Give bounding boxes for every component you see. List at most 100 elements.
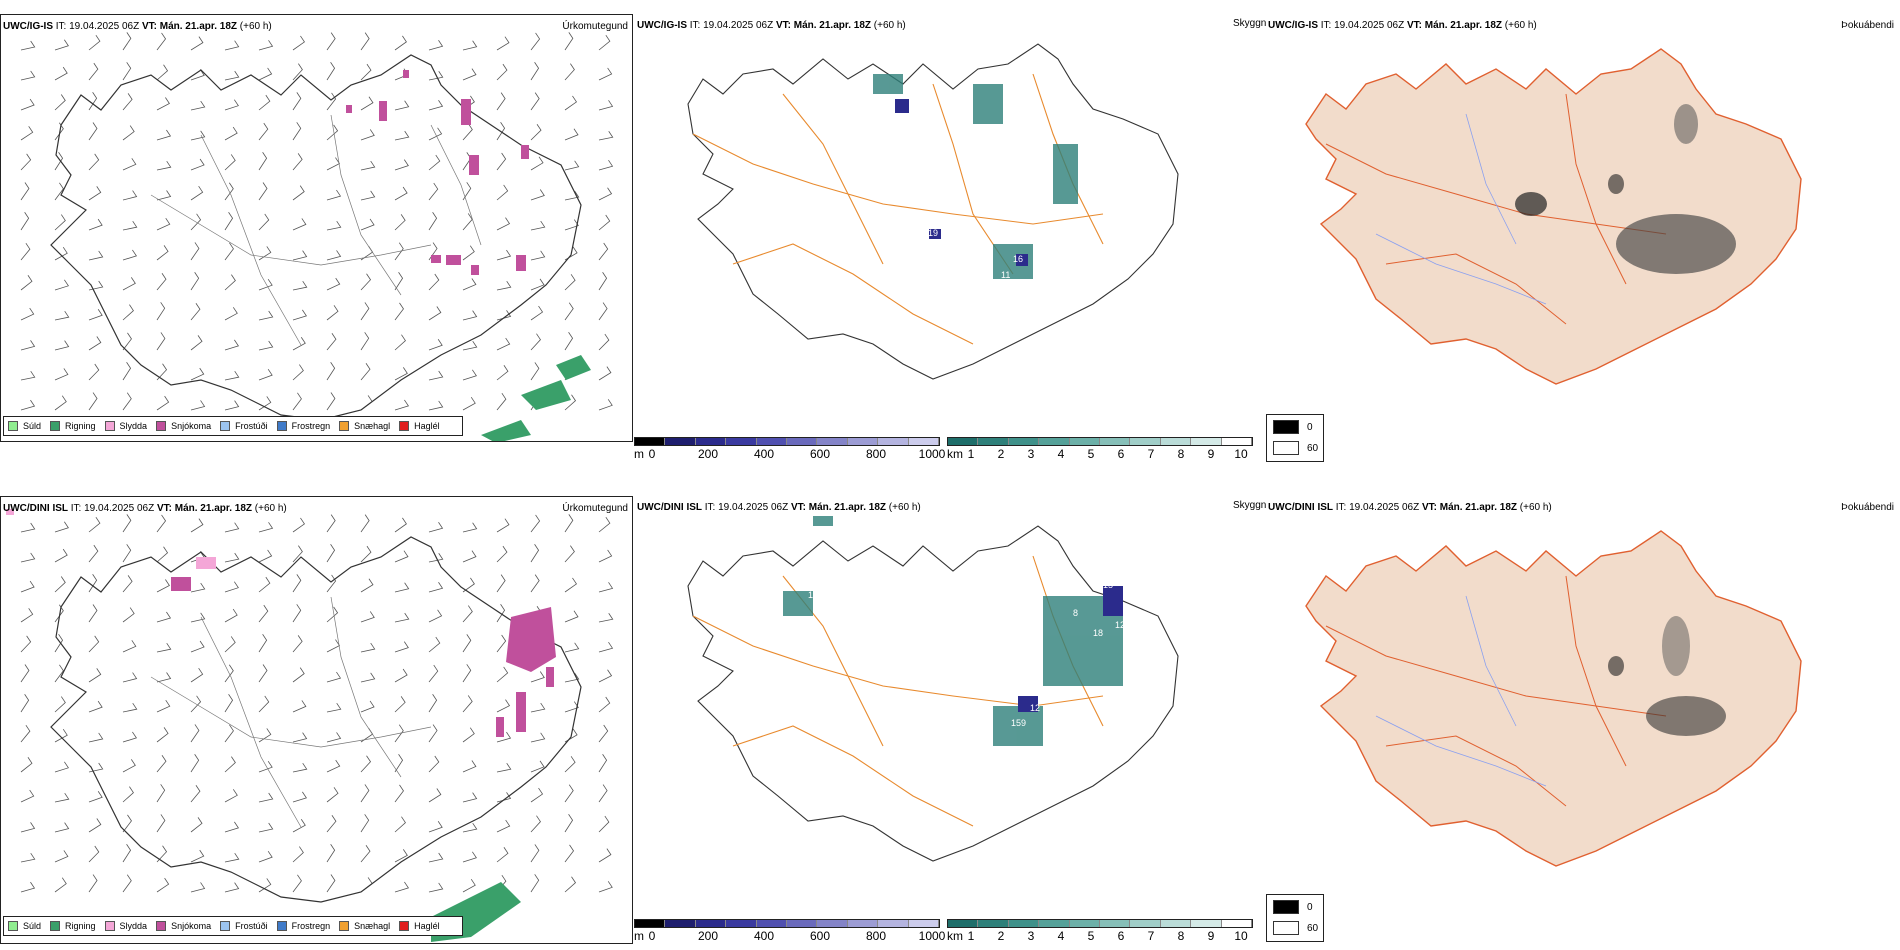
- scale-tick-label: 0: [648, 929, 656, 943]
- legend-label: Rigning: [65, 921, 96, 931]
- legend-swatch: [50, 921, 61, 931]
- scale-tick-label: 3: [1027, 929, 1035, 943]
- legend-swatch: [220, 421, 231, 431]
- legend-swatch: [276, 921, 287, 931]
- scale-tick-label: 3: [1027, 447, 1035, 461]
- legend-label: Snjókoma: [171, 921, 212, 931]
- legend-swatch: [50, 421, 61, 431]
- scale-tick-label: 9: [1207, 929, 1215, 943]
- precip-legend: Súld Rigning Slydda Snjókoma Frostúði Frostre…: [3, 416, 463, 436]
- valid-time-label: VT:: [141, 21, 157, 32]
- init-time: IT: 19.04.2025 06Z: [55, 21, 140, 32]
- ceiling-panel-row1: 48 100 16 19 11 5 UWC/IG-IS IT: 19.04.20…: [633, 14, 1266, 484]
- legend-label: Súld: [23, 921, 42, 931]
- ceiling-labels: 48 100 16 19 11 5: [928, 98, 1069, 280]
- fog-map-row2: [1305, 530, 1802, 867]
- svg-text:48: 48: [953, 98, 963, 108]
- rain-areas: [481, 355, 591, 441]
- ceiling-scale: m 0 200 400 600 800 1000: [634, 919, 945, 947]
- legend-label: Snæhagl: [354, 921, 391, 931]
- scale-tick-label: 4: [1057, 929, 1065, 943]
- legend-swatch: [104, 921, 115, 931]
- fog-panel-row1: UWC/IG-IS IT: 19.04.2025 06Z VT: Mán. 21…: [1266, 14, 1900, 484]
- header-row1-b: UWC/IG-IS IT: 19.04.2025 06Z VT: Mán. 21…: [637, 20, 906, 31]
- svg-text:11: 11: [1001, 270, 1010, 280]
- legend-item: Frostregn: [276, 421, 330, 431]
- legend-swatch: [339, 921, 350, 931]
- scale-tick-label: 200: [697, 447, 719, 461]
- legend-item: Snjókoma: [156, 421, 211, 431]
- legend-item: Súld: [8, 421, 41, 431]
- legend-label: Haglél: [414, 921, 440, 931]
- wind-barbs: [20, 514, 614, 893]
- ceiling-map-row2: 13 15 18 12 8 159 12: [687, 516, 1179, 862]
- coastline: [50, 536, 582, 903]
- header-row1: UWC/IG-IS IT: 19.04.2025 06Z VT: Mán. 21…: [3, 21, 272, 32]
- legend-item: Rigning: [50, 421, 96, 431]
- lead-time: (+60 h): [239, 21, 272, 32]
- legend-swatch: [276, 421, 287, 431]
- scale-tick-label: 1000: [918, 447, 946, 461]
- precip-map-row1: [20, 32, 614, 441]
- scale-tick-label: 6: [1117, 929, 1125, 943]
- visibility-scale: km 1 2 3 4 5 6 7 8 9 10: [947, 437, 1253, 465]
- wind-barbs: [20, 32, 614, 411]
- legend-swatch: [220, 921, 231, 931]
- legend-label: Slydda: [119, 421, 148, 431]
- svg-text:8: 8: [1073, 608, 1078, 618]
- scale-tick-label: 2: [997, 447, 1005, 461]
- ceiling-scale: m 0 200 400 600 800 1000: [634, 437, 945, 465]
- scale-tick-label: 5: [1087, 929, 1095, 943]
- scale-tick-label: 800: [865, 447, 887, 461]
- legend-item: Slydda: [104, 921, 147, 931]
- legend-label: Rigning: [65, 421, 96, 431]
- scale-tick-label: 400: [753, 929, 775, 943]
- precip-panel-row1: UWC/IG-IS IT: 19.04.2025 06Z VT: Mán. 21…: [0, 14, 633, 442]
- coastline: [687, 43, 1179, 380]
- precip-map-row2: [6, 509, 614, 942]
- ceiling-title: Skyggni: [1233, 18, 1266, 29]
- scale-tick-label: 7: [1147, 929, 1155, 943]
- scale-tick-label: 1: [967, 929, 975, 943]
- snow-areas: [171, 577, 556, 737]
- roads: [692, 73, 1104, 345]
- scale-tick-label: 5: [1087, 447, 1095, 461]
- scale-tick-label: 4: [1057, 447, 1065, 461]
- legend-item: Snæhagl: [339, 921, 390, 931]
- legend-swatch: [156, 421, 167, 431]
- svg-text:15: 15: [1103, 580, 1113, 590]
- valid-time: Mán. 21.apr. 18Z: [159, 21, 238, 32]
- legend-item: Haglél: [399, 921, 440, 931]
- legend-swatch: [8, 921, 18, 931]
- fog-key-row2: 0 60: [1266, 894, 1324, 942]
- legend-swatch: [156, 921, 167, 931]
- low-visibility: [783, 516, 1123, 746]
- precip-title: Úrkomutegund: [562, 21, 628, 32]
- scale-tick-label: 1000: [918, 929, 946, 943]
- legend-item: Snjókoma: [156, 921, 211, 931]
- header-row2-c: UWC/DINI ISL IT: 19.04.2025 06Z VT: Mán.…: [1268, 502, 1552, 513]
- legend-label: Súld: [23, 421, 42, 431]
- scale-tick-label: 8: [1177, 447, 1185, 461]
- scale-tick-label: 2: [997, 929, 1005, 943]
- scale-tick-label: 7: [1147, 447, 1155, 461]
- svg-text:100: 100: [979, 126, 994, 136]
- fog-title: Þokuábendi: [1841, 502, 1894, 513]
- scale-tick-label: 0: [648, 447, 656, 461]
- legend-item: Snæhagl: [339, 421, 390, 431]
- coastline: [50, 54, 582, 421]
- legend-swatch: [339, 421, 350, 431]
- legend-item: Frostregn: [276, 921, 330, 931]
- low-ceiling: [1018, 586, 1123, 712]
- init-time: IT: 19.04.2025 06Z: [70, 503, 155, 514]
- header-row2: UWC/DINI ISL IT: 19.04.2025 06Z VT: Mán.…: [3, 503, 287, 514]
- ceiling-panel-row2: 13 15 18 12 8 159 12 UWC/DINI ISL IT: 19…: [633, 496, 1266, 950]
- svg-text:16: 16: [1013, 254, 1023, 264]
- legend-item: Frostúði: [220, 921, 268, 931]
- scale-tick-label: 10: [1234, 447, 1248, 461]
- visibility-scale: km 1 2 3 4 5 6 7 8 9 10: [947, 919, 1253, 947]
- lead-time: (+60 h): [254, 503, 287, 514]
- legend-item: Slydda: [104, 421, 148, 431]
- svg-text:18: 18: [1093, 628, 1103, 638]
- fog-map-row1: [1305, 48, 1802, 385]
